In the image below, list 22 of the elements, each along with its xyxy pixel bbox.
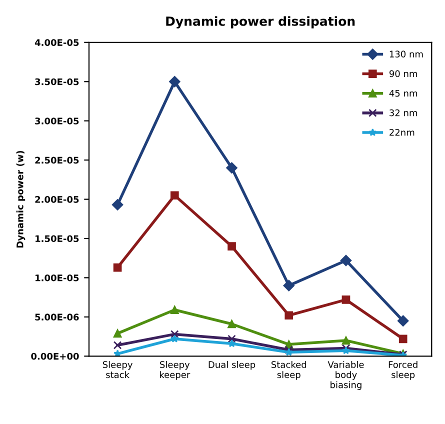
- y-tick-label: 4.00E-05: [34, 39, 79, 46]
- legend-label: 130 nm: [390, 50, 423, 58]
- y-tick-label: 5.00E-06: [35, 314, 79, 320]
- legend-label: 90 nm: [389, 70, 418, 78]
- chart-title: Dynamic power dissipation: [166, 16, 355, 28]
- x-tick-label: Dual sleep: [208, 361, 256, 370]
- x-tick-label: Stacked sleep: [272, 361, 306, 380]
- y-tick-label: 3.00E-05: [35, 118, 79, 124]
- legend-label: 45 nm: [389, 90, 418, 97]
- y-tick-label: 1.00E-05: [36, 274, 79, 282]
- x-tick-label: Sleepy stack: [102, 361, 132, 378]
- y-axis-title: Dynamic power (w): [16, 150, 26, 248]
- legend-label: 32 nm: [390, 109, 418, 116]
- x-tick-label: Sleepy keeper: [160, 361, 190, 380]
- legend-label: 22nm: [390, 128, 414, 136]
- y-tick-label: 0.00E+00: [31, 352, 79, 360]
- y-tick-label: 1.50E-05: [36, 235, 79, 242]
- x-tick-label: Variable body biasing: [328, 361, 364, 390]
- y-tick-label: 3.50E-05: [35, 78, 79, 86]
- y-tick-label: 2.50E-05: [35, 156, 79, 164]
- y-tick-label: 2.00E-05: [35, 196, 79, 203]
- x-tick-label: Forced sleep: [388, 361, 418, 380]
